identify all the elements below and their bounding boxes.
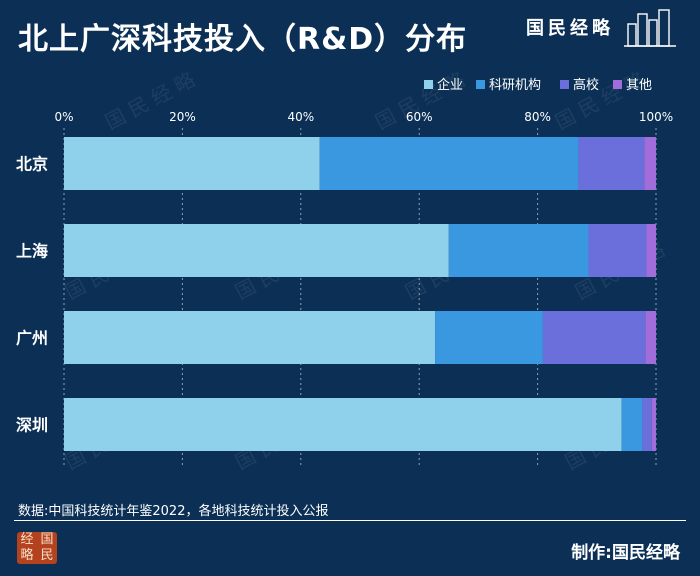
seal-char: 民 — [40, 548, 54, 563]
maker-credit: 制作:国民经略 — [571, 543, 680, 563]
bar-segment — [646, 224, 656, 277]
category-label: 广州 — [16, 329, 48, 348]
bar-segment — [64, 137, 320, 190]
bar-segment — [64, 398, 622, 451]
bar-segment — [645, 311, 656, 364]
bar-segment — [542, 311, 646, 364]
bar-segment — [64, 311, 436, 364]
x-tick-label: 0% — [54, 110, 73, 124]
brand-logo: 国民经略 — [526, 8, 676, 48]
legend-swatch — [560, 80, 569, 89]
bar-segment — [578, 137, 645, 190]
stacked-bar-chart: 国民经略国民经略国民经略国民经略国民经略国民经略国民经略国民经略国民经略国民经略… — [16, 64, 674, 474]
legend-label: 高校 — [573, 77, 599, 93]
seal-char: 经 — [20, 532, 34, 547]
brand-name: 国民经略 — [526, 18, 614, 39]
legend-swatch — [424, 80, 433, 89]
bar-segment — [642, 398, 652, 451]
bar-segment — [448, 224, 589, 277]
legend-swatch — [476, 80, 485, 89]
seal-logo: 经 国 略 民 — [17, 532, 57, 564]
bar-segment — [435, 311, 543, 364]
seal-char: 国 — [40, 532, 54, 547]
bar-segment — [64, 224, 449, 277]
skyline-icon — [624, 9, 676, 47]
bar-segment — [621, 398, 643, 451]
seal-char: 略 — [20, 548, 34, 563]
legend-swatch — [613, 80, 622, 89]
bar-segment — [588, 224, 647, 277]
x-axis: 0% 20% 40% 60% 80% 100% — [54, 110, 673, 124]
x-tick-label: 40% — [287, 110, 314, 124]
footer-divider — [14, 520, 686, 521]
x-tick-label: 60% — [406, 110, 433, 124]
legend-label: 科研机构 — [489, 78, 541, 93]
legend-label: 企业 — [437, 77, 463, 93]
bars — [64, 137, 656, 451]
x-tick-label: 80% — [524, 110, 551, 124]
legend: 企业 科研机构 高校 其他 — [424, 77, 652, 93]
category-label: 深圳 — [16, 416, 48, 435]
category-label: 上海 — [16, 242, 48, 261]
source-note: 数据:中国科技统计年鉴2022，各地科技统计投入公报 — [18, 504, 329, 519]
x-tick-label: 100% — [639, 110, 673, 124]
bar-segment — [644, 137, 656, 190]
bar-segment — [319, 137, 579, 190]
bar-segment — [651, 398, 656, 451]
legend-label: 其他 — [626, 78, 652, 93]
x-tick-label: 20% — [169, 110, 196, 124]
page-title: 北上广深科技投入（R&D）分布 — [18, 22, 468, 57]
category-label: 北京 — [16, 155, 48, 174]
